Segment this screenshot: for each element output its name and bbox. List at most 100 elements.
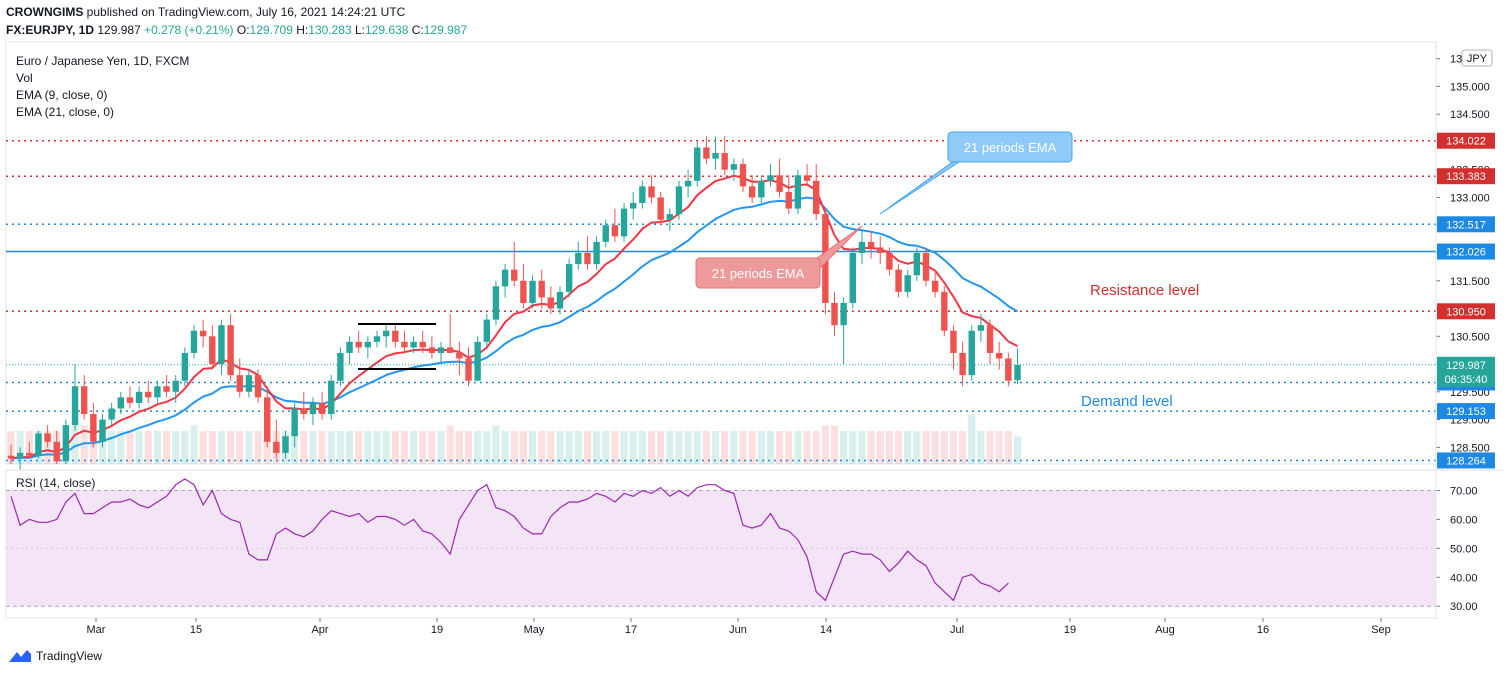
open-label: O: [236,23,250,37]
candle [639,180,646,209]
candle-body [373,336,381,342]
candle [721,136,728,176]
candle-body [108,408,115,420]
time-tick-label: 14 [820,624,832,636]
price-level-label: 132.026 [1446,247,1486,259]
volume-bar [977,431,985,464]
ema9-line [10,174,1018,460]
candle-body [309,402,317,415]
legend-rsi: RSI (14, close) [16,476,96,490]
candle [730,158,738,181]
candle [520,264,527,309]
candle-body [767,175,774,181]
candle-body [401,341,408,348]
candle [556,286,564,315]
candle-body [611,225,619,237]
time-tick-label: Apr [311,624,328,636]
volume-bar [922,431,930,464]
price-tick-label: 134.500 [1450,109,1490,121]
time-tick-label: May [524,624,545,636]
candle-body [813,180,820,215]
volume-bar [721,431,729,464]
volume-bar [391,431,399,464]
candle [794,169,802,215]
candle [575,241,582,270]
tradingview-logo[interactable]: TradingView [8,648,102,664]
candle [227,314,234,381]
price-tick-label: 130.500 [1450,331,1490,343]
candle-body [648,186,655,198]
candle-body [831,302,838,326]
candle-body [410,341,417,348]
candle [163,375,170,398]
ema21-line [10,196,1019,460]
candle-body [181,352,189,381]
candle-body [154,386,161,398]
volume-bar [830,425,839,464]
price-level-badge [1437,243,1495,260]
volume-bar [739,431,747,464]
candle [465,347,472,387]
candle [318,391,326,420]
candle-body [53,441,60,462]
volume-bar [428,431,436,464]
candle [831,291,838,337]
volume-bar [117,431,125,464]
candle [7,444,15,464]
candle [264,386,271,448]
rsi-tick-label: 70.00 [1450,485,1478,497]
candle-body [291,408,298,437]
candle-body [630,203,637,209]
candle-body [273,441,280,453]
volume-bar [419,431,427,464]
resistance-label: Resistance level [1090,282,1199,299]
volume-bar [446,425,454,464]
volume-bar [254,431,262,464]
volume-bar [702,431,710,464]
candle-body [227,325,234,376]
volume-bar [181,431,189,464]
volume-bar [803,431,811,464]
volume-series [7,414,1022,464]
volume-bar [217,431,226,464]
candle [291,402,298,448]
candle-body [922,253,930,281]
candle [474,336,481,381]
candle-body [858,241,866,253]
candle-body [721,153,728,170]
candle-body [218,325,225,365]
volume-bar [876,431,884,464]
volume-bar [812,431,820,464]
candle [35,430,42,459]
candle-body [428,347,436,353]
volume-bar [940,431,948,464]
candle [922,247,930,287]
volume-bar [638,431,646,464]
time-tick-label: Sep [1371,624,1391,636]
candle [53,430,60,464]
candle-body [318,402,326,415]
candle-body [657,197,664,220]
candle [803,164,811,187]
candle-body [776,175,783,192]
volume-bar [730,431,738,464]
candle-body [977,325,985,331]
candle-body [419,341,426,348]
candle [99,414,106,448]
volume-bar [172,431,180,464]
volume-bar [904,431,912,464]
volume-bar [144,431,152,464]
candle-body [456,352,463,359]
candle-body [996,352,1003,359]
price-tick-label: 133.000 [1450,192,1490,204]
countdown-label: 06:35:40 [1445,374,1488,386]
candle-body [602,225,609,242]
candle [849,247,856,309]
candle-body [986,325,994,353]
time-tick-label: Jun [729,624,747,636]
candle [767,164,774,187]
open-value: 129.709 [249,23,293,37]
candle-body [300,408,307,415]
candle [758,175,765,204]
